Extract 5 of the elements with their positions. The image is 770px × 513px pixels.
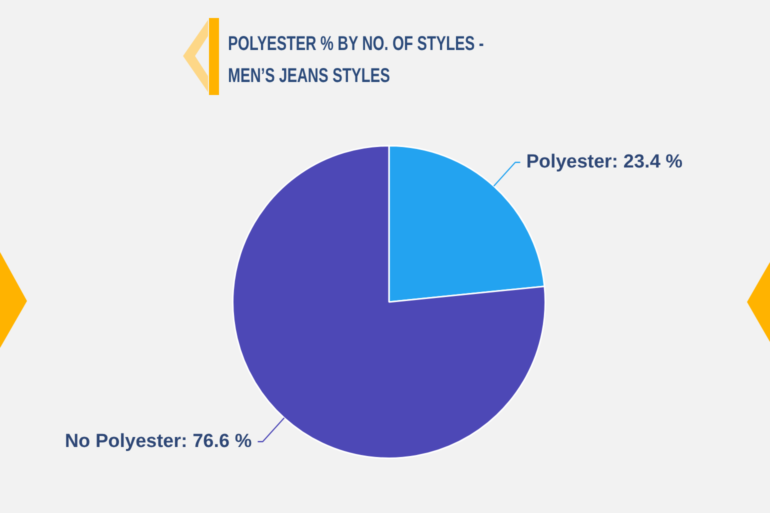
slice-label: No Polyester	[64, 430, 182, 452]
slice-label: Polyester	[526, 152, 612, 173]
data-label: : 76.6 %	[180, 430, 252, 452]
data-label: : 23.4 %	[612, 152, 683, 173]
chart-title: POLYESTER % BY NO. OF STYLES - MEN’S JEANS STYLES	[228, 32, 485, 89]
